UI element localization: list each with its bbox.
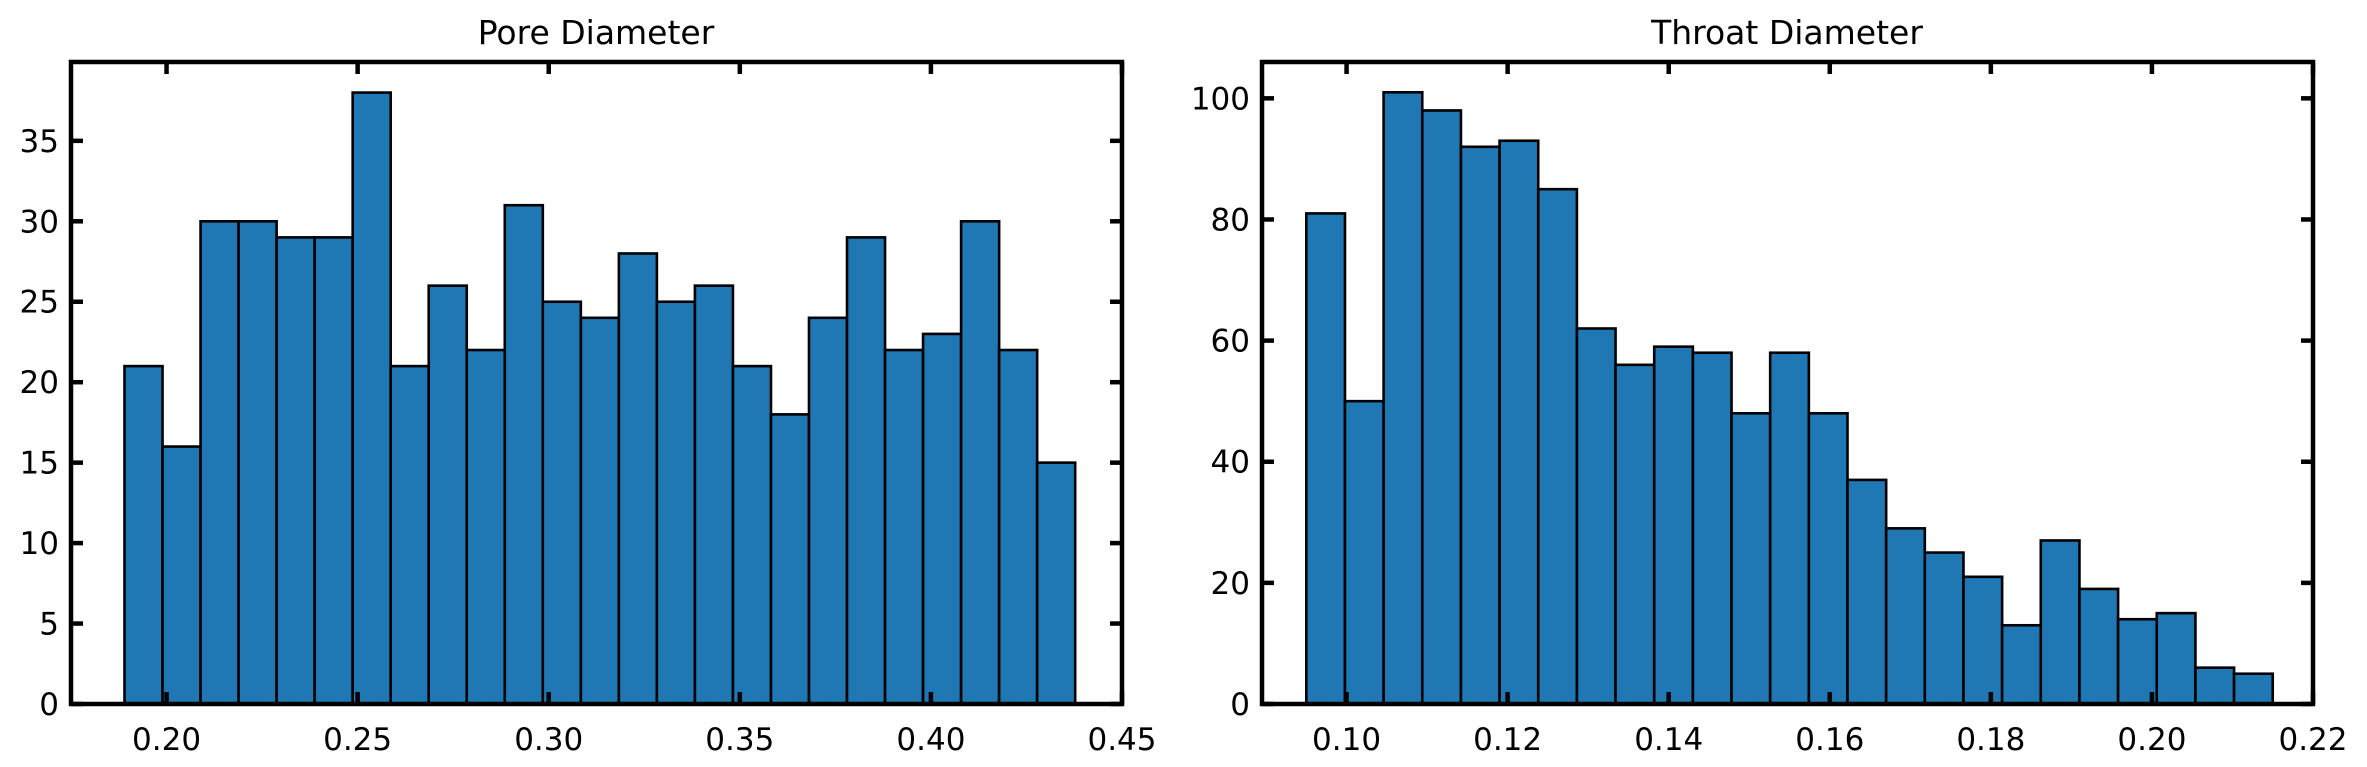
throat-diameter-ytick-label: 80 [1211,202,1250,238]
throat-diameter-bar [1923,551,1965,706]
pore-diameter-bar [313,236,354,706]
pore-diameter-bar [883,348,925,706]
pore-diameter-bar [769,413,811,706]
pore-diameter-xtick-label: 0.35 [705,722,774,758]
throat-diameter-xtick-label: 0.10 [1312,722,1381,758]
pore-diameter-ytick-label: 0 [39,687,59,723]
pore-diameter-bar [161,445,202,706]
pore-diameter-panel: Pore Diameter 0.20 0.25 0.30 0.35 0.40 0.45 0 5… [20,13,1157,758]
pore-diameter-bars [123,91,1077,706]
throat-diameter-bar [1807,411,1849,706]
throat-diameter-bar [1730,411,1772,706]
throat-diameter-xtick-label: 0.22 [2278,722,2347,758]
throat-diameter-bar [1498,139,1540,706]
throat-diameter-bar [1420,109,1463,706]
pore-diameter-bar [655,300,697,706]
pore-diameter-ytick-label: 5 [39,607,59,643]
throat-diameter-bar [2116,617,2159,706]
throat-diameter-bars [1305,90,2275,706]
throat-diameter-bar [1768,351,1811,706]
pore-diameter-bar [427,284,469,706]
pore-diameter-ytick-label: 35 [20,124,59,160]
throat-diameter-bar [2155,611,2197,706]
throat-diameter-bar [1459,145,1501,706]
pore-diameter-title: Pore Diameter [478,13,715,52]
throat-diameter-bar [1575,327,1617,706]
throat-diameter-bar [2078,587,2120,706]
pore-diameter-bar [275,236,316,706]
throat-diameter-xtick-label: 0.12 [1473,722,1542,758]
pore-diameter-bar [503,203,545,706]
pore-diameter-xtick-label: 0.45 [1087,722,1156,758]
pore-diameter-xtick-label: 0.40 [896,722,965,758]
throat-diameter-xtick-label: 0.20 [2117,722,2186,758]
pore-diameter-xtick-label: 0.30 [514,722,583,758]
pore-diameter-bar [237,219,278,706]
pore-diameter-bar [123,364,164,706]
throat-diameter-bar [1884,527,1927,706]
pore-diameter-ytick-label: 20 [20,365,59,401]
throat-diameter-xtick-label: 0.14 [1634,722,1703,758]
pore-diameter-bar [465,348,507,706]
pore-diameter-bar [1035,461,1077,706]
pore-diameter-bar [731,364,773,706]
pore-diameter-bar [541,300,583,706]
throat-diameter-ytick-label: 40 [1211,445,1250,481]
pore-diameter-ytick-label: 25 [20,285,59,321]
pore-diameter-xtick-label: 0.20 [132,722,201,758]
throat-diameter-axes-frame [1259,59,2316,707]
pore-diameter-bar [199,219,240,706]
throat-diameter-bar [1614,363,1656,706]
pore-diameter-bar [693,284,735,706]
throat-diameter-panel: Throat Diameter 0.10 0.12 0.14 0.16 0.18 0.20… [1191,13,2348,758]
throat-diameter-bar [2194,666,2236,706]
pore-diameter-bar [389,364,431,706]
pore-diameter-bar [845,236,887,706]
pore-diameter-ytick-label: 30 [20,204,59,240]
throat-diameter-xtick-label: 0.16 [1795,722,1864,758]
throat-diameter-bar [1382,90,1424,706]
pore-diameter-axes-frame [68,59,1125,707]
throat-diameter-ytick-label: 0 [1230,687,1250,723]
pore-diameter-xtick-label: 0.25 [323,722,392,758]
throat-diameter-title: Throat Diameter [1650,13,1923,52]
pore-diameter-ticks: 0.20 0.25 0.30 0.35 0.40 0.45 0 5 10 15 20 25 30 35 [20,62,1157,758]
throat-diameter-bar [1343,399,1385,706]
throat-diameter-bar [1691,351,1733,706]
throat-diameter-bar [2232,672,2275,706]
throat-diameter-ytick-label: 60 [1211,324,1250,360]
throat-diameter-ticks: 0.10 0.12 0.14 0.16 0.18 0.20 0.22 0 20 40 60 80 100 [1191,62,2348,758]
throat-diameter-ytick-label: 100 [1191,81,1250,117]
throat-diameter-bar [2000,623,2043,706]
pore-diameter-bar [921,332,963,706]
pore-diameter-bar [579,316,621,706]
pore-diameter-ytick-label: 10 [20,526,59,562]
throat-diameter-xtick-label: 0.18 [1956,722,2025,758]
throat-diameter-bar [1536,187,1579,706]
pore-diameter-bar [959,219,1001,706]
throat-diameter-bar [1305,212,1347,706]
pore-diameter-bar [807,316,849,706]
throat-diameter-bar [1962,575,2004,706]
pore-diameter-ytick-label: 15 [20,446,59,482]
throat-diameter-bar [1652,345,1695,706]
throat-diameter-bar [2039,539,2081,706]
pore-diameter-bar [997,348,1039,706]
throat-diameter-bar [1846,478,1888,706]
pore-diameter-bar [617,252,659,706]
throat-diameter-ytick-label: 20 [1211,566,1250,602]
pore-diameter-bar [351,91,393,706]
